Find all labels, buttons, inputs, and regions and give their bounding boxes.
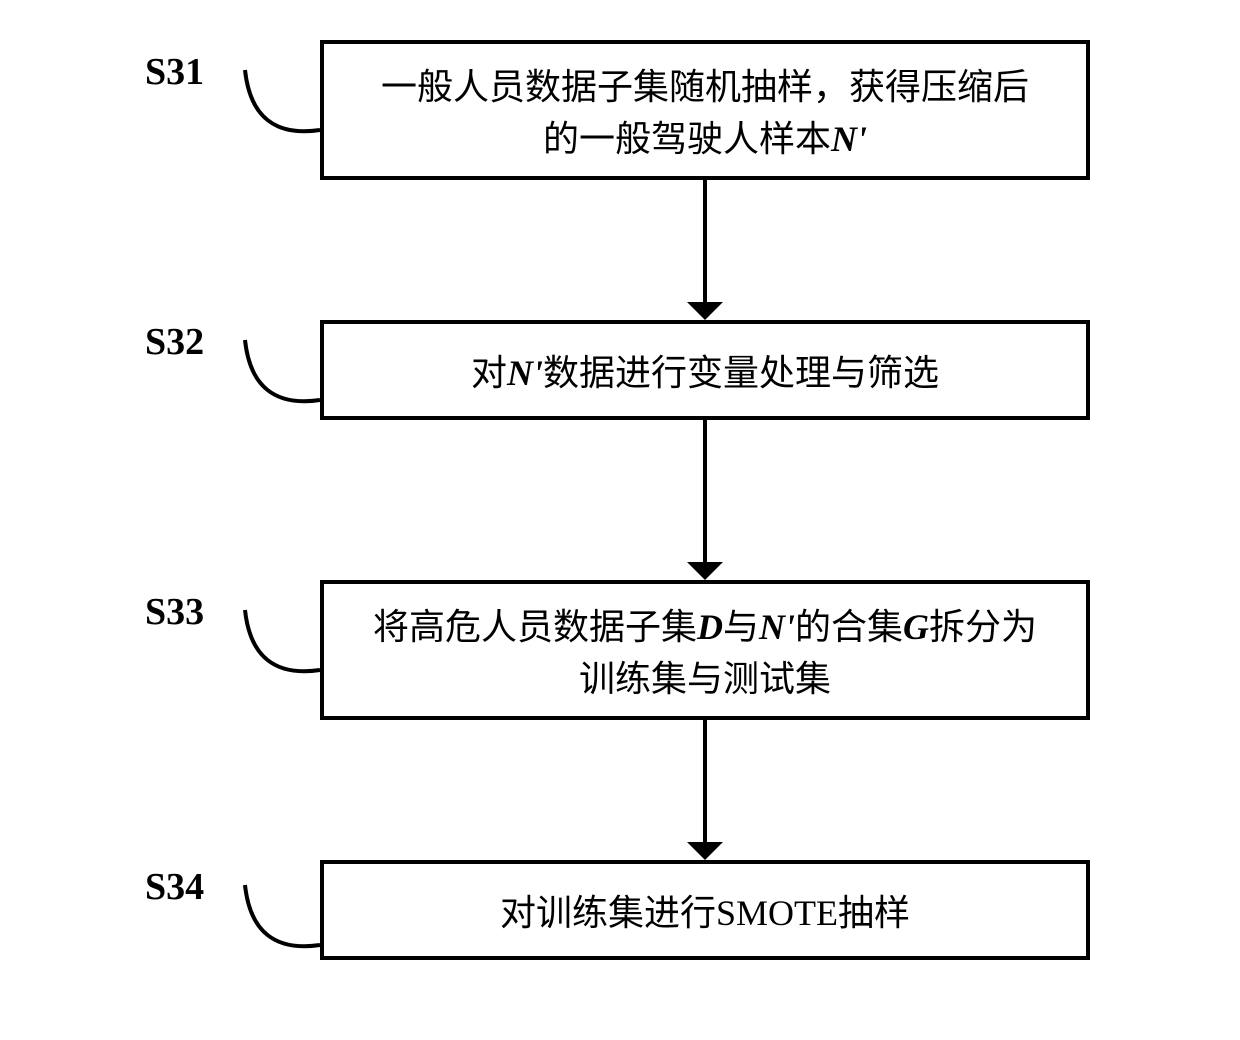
step-label-s32: S32: [145, 320, 204, 364]
step-label-s33: S33: [145, 590, 204, 634]
step-label-s31: S31: [145, 50, 204, 94]
arrow-0-1: [703, 180, 707, 302]
step-box-s33: 将高危人员数据子集D与N'的合集G拆分为训练集与测试集: [320, 580, 1090, 720]
step-box-s31: 一般人员数据子集随机抽样，获得压缩后的一般驾驶人样本N': [320, 40, 1090, 180]
arrow-head-2-3: [687, 842, 723, 860]
step-box-s32: 对N'数据进行变量处理与筛选: [320, 320, 1090, 420]
arrow-2-3: [703, 720, 707, 842]
arrow-1-2: [703, 420, 707, 562]
arrow-head-0-1: [687, 302, 723, 320]
step-box-s34: 对训练集进行SMOTE抽样: [320, 860, 1090, 960]
step-label-s34: S34: [145, 865, 204, 909]
arrow-head-1-2: [687, 562, 723, 580]
